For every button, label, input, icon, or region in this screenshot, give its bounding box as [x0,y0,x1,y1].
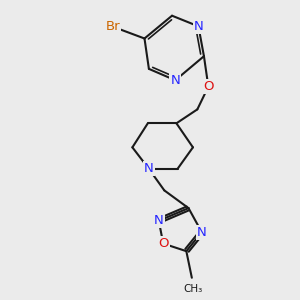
Text: Br: Br [105,20,120,33]
Text: N: N [197,226,207,239]
Text: CH₃: CH₃ [183,284,202,294]
Text: N: N [170,74,180,87]
Text: N: N [144,162,154,176]
Text: N: N [194,20,203,33]
Text: O: O [203,80,214,93]
Text: O: O [158,237,169,250]
Text: N: N [154,214,164,227]
